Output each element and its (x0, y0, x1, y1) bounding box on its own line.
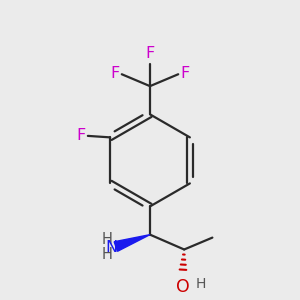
Text: N: N (105, 240, 117, 255)
Text: H: H (102, 247, 113, 262)
Text: F: F (76, 128, 86, 143)
Text: F: F (181, 66, 190, 81)
Text: F: F (110, 66, 119, 81)
Polygon shape (114, 235, 150, 251)
Text: H: H (195, 277, 206, 291)
Text: F: F (146, 46, 154, 62)
Text: H: H (102, 232, 113, 247)
Text: O: O (176, 278, 190, 296)
